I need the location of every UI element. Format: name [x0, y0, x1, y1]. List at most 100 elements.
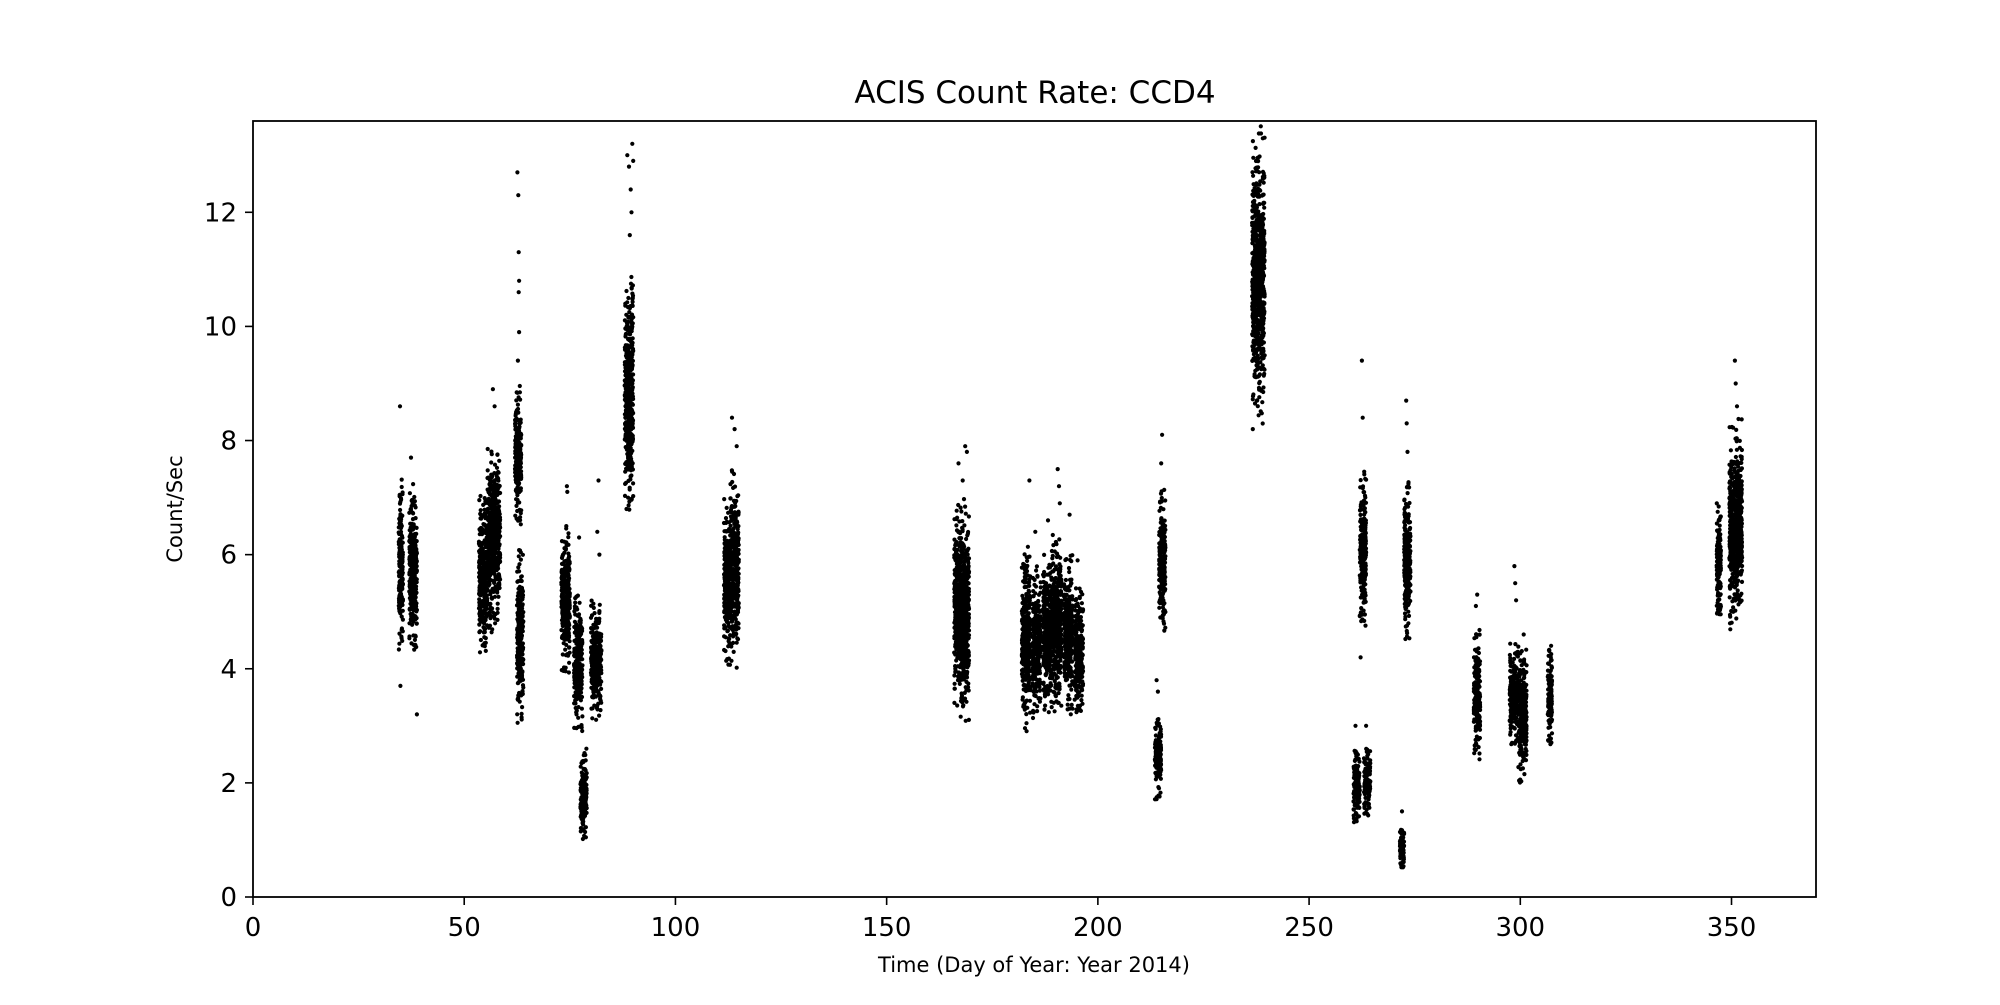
- data-point: [519, 585, 525, 590]
- data-point: [495, 500, 500, 505]
- data-point: [482, 507, 487, 512]
- data-point: [733, 515, 738, 521]
- data-point: [596, 701, 601, 706]
- data-point: [966, 681, 971, 686]
- data-point: [631, 158, 636, 163]
- data-point: [516, 614, 521, 619]
- data-point: [590, 630, 595, 635]
- data-point: [966, 569, 972, 574]
- data-point: [485, 510, 490, 515]
- data-point: [489, 501, 495, 506]
- data-point: [481, 621, 487, 626]
- data-point: [627, 375, 632, 380]
- data-point: [594, 668, 599, 673]
- data-point: [487, 556, 492, 561]
- data-point: [622, 347, 628, 352]
- data-point: [560, 605, 565, 610]
- data-point: [728, 642, 733, 647]
- data-point: [736, 524, 741, 529]
- data-point: [566, 615, 571, 620]
- data-point: [412, 637, 417, 643]
- data-point: [486, 580, 491, 585]
- data-point: [627, 390, 633, 396]
- data-point: [515, 469, 520, 474]
- data-point: [959, 693, 965, 699]
- data-point: [624, 445, 629, 450]
- data-point: [397, 404, 403, 409]
- data-point: [482, 630, 487, 635]
- data-point: [952, 686, 957, 691]
- data-point: [514, 410, 519, 415]
- data-point: [562, 628, 567, 633]
- data-point: [567, 660, 572, 665]
- data-point: [483, 586, 488, 591]
- data-point: [964, 658, 969, 663]
- data-point: [730, 550, 735, 555]
- data-point: [489, 460, 494, 465]
- data-point: [495, 562, 501, 567]
- data-point: [962, 673, 967, 678]
- data-point: [962, 566, 967, 571]
- data-point: [519, 442, 524, 447]
- data-point: [580, 638, 585, 643]
- data-point: [490, 610, 496, 615]
- data-point: [486, 625, 491, 630]
- data-point: [478, 493, 483, 499]
- data-point: [483, 617, 488, 623]
- data-point: [492, 504, 497, 509]
- data-point: [497, 525, 503, 530]
- data-point: [728, 509, 733, 514]
- data-point: [515, 720, 520, 725]
- data-point: [497, 504, 502, 509]
- data-point: [736, 542, 741, 548]
- data-point: [966, 560, 971, 566]
- data-point: [573, 624, 578, 629]
- data-point: [589, 626, 594, 631]
- data-point: [518, 515, 523, 520]
- data-point: [575, 630, 581, 635]
- data-point: [516, 250, 521, 255]
- data-point: [955, 515, 960, 520]
- data-point: [729, 658, 734, 663]
- data-point: [729, 609, 734, 614]
- data-point: [413, 554, 418, 560]
- data-point: [514, 503, 519, 508]
- data-point: [733, 504, 738, 509]
- data-point: [566, 629, 571, 634]
- data-point: [399, 514, 404, 519]
- data-point: [515, 656, 521, 661]
- data-point: [518, 397, 523, 402]
- data-point: [952, 700, 957, 706]
- data-point: [409, 543, 414, 548]
- data-point: [724, 529, 729, 534]
- data-point: [517, 668, 522, 673]
- data-point: [724, 505, 729, 510]
- data-point: [624, 394, 629, 399]
- data-point: [625, 382, 630, 387]
- data-point: [630, 316, 635, 321]
- data-point: [622, 362, 628, 367]
- data-point: [515, 593, 521, 599]
- data-point: [959, 647, 964, 652]
- data-point: [496, 554, 501, 560]
- data-point: [960, 529, 965, 534]
- data-point: [481, 625, 486, 630]
- data-point: [954, 523, 959, 528]
- data-point: [580, 773, 586, 779]
- data-point: [581, 753, 586, 758]
- data-point: [723, 540, 729, 545]
- data-point: [583, 802, 588, 807]
- data-point: [516, 696, 521, 701]
- data-point: [483, 636, 488, 641]
- data-point: [590, 716, 595, 721]
- data-point: [961, 555, 966, 561]
- data-point: [518, 522, 523, 527]
- data-point: [398, 523, 403, 528]
- data-point: [398, 552, 403, 557]
- data-point: [960, 519, 965, 524]
- data-point: [516, 449, 521, 454]
- data-point: [574, 694, 579, 699]
- data-point: [1024, 686, 1029, 692]
- data-point: [730, 479, 735, 485]
